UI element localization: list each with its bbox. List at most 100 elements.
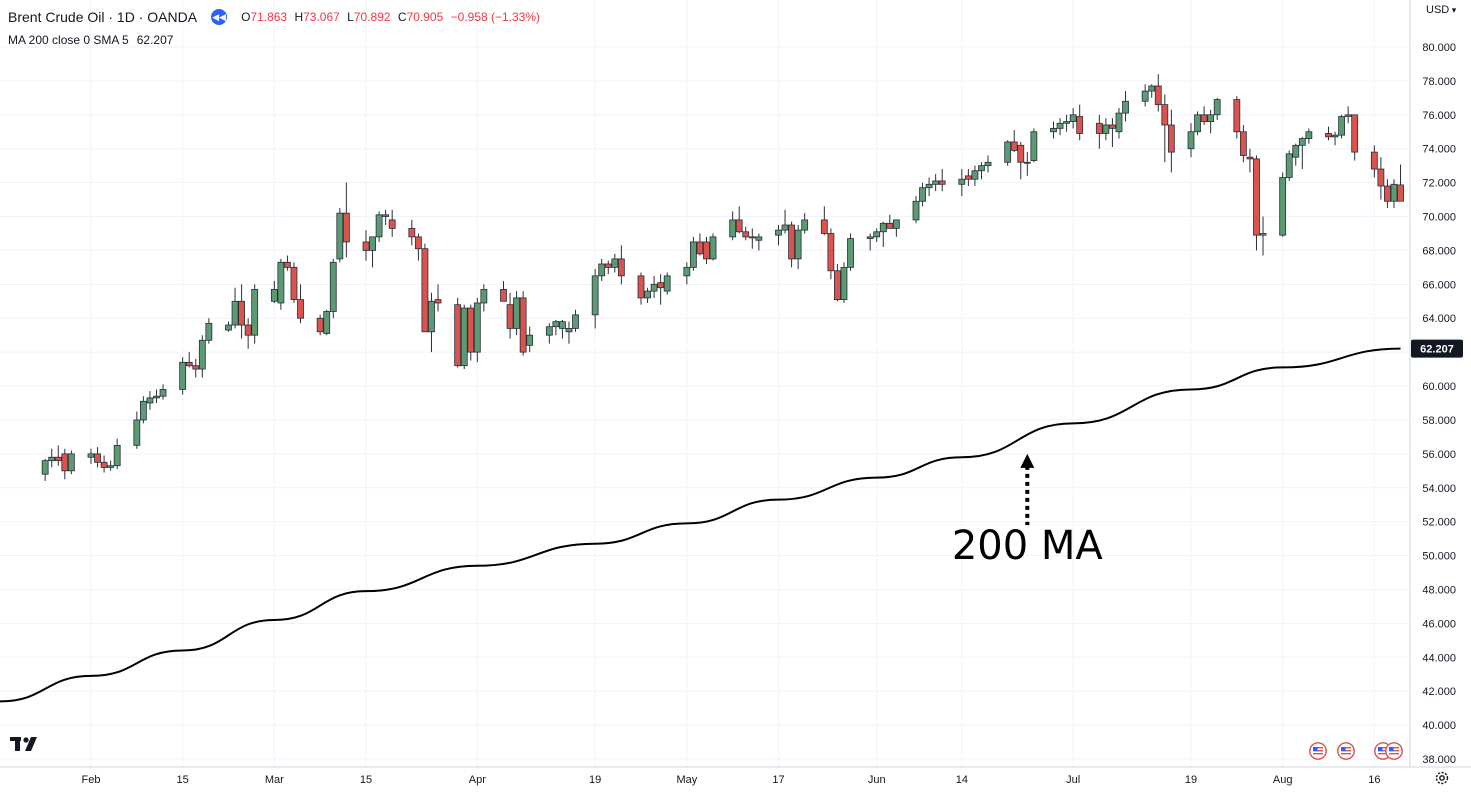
price-tick-label: 38.000 (1422, 754, 1456, 766)
time-tick-label: 15 (360, 774, 372, 786)
candle-up (932, 174, 940, 192)
candle-down (316, 314, 324, 336)
candle-down (382, 209, 390, 225)
time-tick-label: Mar (265, 774, 284, 786)
candle-up (460, 304, 468, 370)
candle-up (984, 155, 992, 173)
candle-down (1010, 130, 1018, 153)
candle-up (1338, 114, 1345, 139)
candle-up (1004, 140, 1012, 166)
candle-down (703, 236, 710, 264)
price-tick-label: 58.000 (1422, 415, 1456, 427)
time-tick-label: 17 (772, 774, 784, 786)
candle-up (879, 221, 887, 248)
candle-up (912, 196, 920, 224)
price-tick-label: 56.000 (1422, 449, 1456, 461)
candle-up (1056, 118, 1064, 136)
candle-up (978, 162, 985, 180)
candle-down (244, 318, 252, 349)
candle-up (1213, 97, 1221, 120)
change-value: −0.958 (−1.33%) (450, 10, 541, 24)
low-value: 70.892 (353, 10, 391, 24)
chart-legend: Brent Crude Oil · 1D · OANDA ◀◀ O71.863 … (8, 8, 544, 49)
candle-down (604, 260, 612, 275)
time-tick-label: 19 (589, 774, 601, 786)
time-axis[interactable]: 8Feb15Mar15Apr19May17Jun14Jul19Aug16 (0, 774, 1381, 786)
candle-down (284, 255, 291, 271)
candle-down (290, 262, 298, 303)
candle-up (113, 438, 121, 470)
currency-selector[interactable]: USD (1426, 4, 1456, 16)
price-axis[interactable]: 38.000 40.000 42.000 44.000 46.000 48.000 50.0… (1422, 42, 1456, 766)
candle-up (873, 228, 881, 242)
candle-down (185, 352, 193, 368)
annotation-arrow-head (1020, 453, 1035, 468)
candle-up (611, 253, 619, 273)
candle-down (735, 206, 743, 234)
candle-down (938, 169, 946, 192)
tradingview-logo[interactable] (10, 736, 42, 752)
candle-up (205, 318, 213, 344)
us-flag-icon[interactable] (1309, 742, 1327, 760)
candle-down (1017, 141, 1025, 180)
candle-down (94, 447, 101, 468)
price-tick-label: 78.000 (1422, 76, 1456, 88)
candle-up (781, 209, 789, 234)
candle-up (1050, 121, 1057, 139)
indicator-title[interactable]: MA 200 close 0 SMA 5 (8, 33, 129, 47)
candle-down (617, 245, 625, 285)
candle-up (473, 297, 481, 363)
candle-down (362, 230, 370, 261)
rewind-icon[interactable]: ◀◀ (211, 9, 228, 25)
candle-down (1161, 94, 1169, 163)
candle-up (892, 219, 900, 237)
time-tick-label: 14 (956, 774, 968, 786)
candle-down (421, 243, 429, 333)
ma-200-line (0, 347, 1401, 703)
us-flag-icon[interactable] (1385, 742, 1403, 760)
candle-up (748, 228, 756, 249)
candle-down (408, 219, 416, 246)
candle-down (1384, 179, 1391, 209)
candle-up (775, 225, 782, 246)
candle-up (1305, 128, 1313, 144)
chart-grid (0, 0, 1410, 767)
candle-down (788, 221, 795, 268)
candle-up (591, 269, 599, 329)
price-tick-label: 46.000 (1422, 618, 1456, 630)
candle-up (1279, 172, 1287, 237)
candle-up (225, 321, 232, 332)
price-tick-label: 70.000 (1422, 212, 1456, 224)
price-tick-label: 54.000 (1422, 483, 1456, 495)
candle-up (133, 411, 141, 449)
candle-down (742, 226, 750, 241)
candle-up (1390, 179, 1398, 209)
candle-down (657, 274, 665, 305)
candle-up (925, 177, 933, 197)
candle-up (1063, 114, 1070, 132)
candle-down (1377, 157, 1385, 200)
candle-up (919, 182, 926, 207)
price-tick-label: 40.000 (1422, 720, 1456, 732)
price-tick-label: 44.000 (1422, 652, 1456, 664)
us-flag-icon[interactable] (1337, 742, 1355, 760)
time-tick-label: Aug (1273, 774, 1293, 786)
candle-up (1102, 118, 1110, 141)
candle-down (467, 304, 475, 361)
candle-up (650, 275, 658, 298)
candle-up (329, 258, 337, 319)
candle-up (323, 309, 331, 336)
price-tick-label: 50.000 (1422, 551, 1456, 563)
candle-down (1109, 118, 1116, 148)
candle-down (827, 228, 835, 280)
candle-up (794, 225, 802, 270)
candle-up (1141, 84, 1149, 107)
candle-down (1167, 109, 1175, 173)
symbol-title[interactable]: Brent Crude Oil · 1D · OANDA (8, 9, 198, 25)
candle-up (1069, 108, 1077, 129)
candle-up (801, 213, 809, 234)
gear-icon[interactable] (1434, 770, 1450, 786)
candle-down (820, 206, 828, 236)
price-tick-label: 72.000 (1422, 178, 1456, 190)
